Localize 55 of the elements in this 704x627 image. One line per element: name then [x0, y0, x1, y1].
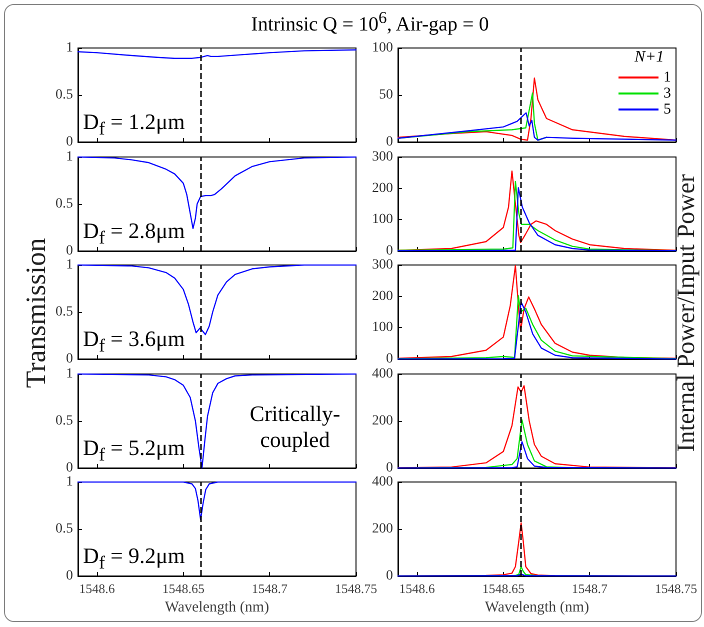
y-tick-label: 0.5 [56, 522, 73, 536]
y-tick-label: 200 [372, 522, 393, 536]
y-tick-label: 1 [66, 366, 73, 381]
y-tick-label: 300 [372, 258, 393, 272]
y-tick-label: 0 [66, 134, 73, 150]
x-axis-title: Wavelength (nm) [484, 600, 590, 616]
y-tick-label: 1 [66, 474, 73, 490]
chart-title: Intrinsic Q = 10$^{6}$, Air-gap = 0 [250, 8, 490, 37]
x-tick-label: 1548.6 [79, 581, 116, 596]
y-tick-label: 0.5 [56, 88, 73, 102]
annotation: D$_{f}$ = 1.2μm [83, 109, 185, 140]
y-tick-label: 0 [386, 460, 393, 475]
y-axis-title: Transmission [21, 238, 53, 388]
legend-title: N+1 [634, 48, 664, 66]
annotation: D$_{f}$ = 2.8μm [83, 218, 185, 248]
y-tick-label: 0.5 [56, 413, 73, 428]
annotation: D$_{f}$ = 9.2μm [83, 543, 185, 574]
y-tick-label: 0 [66, 568, 73, 584]
y-tick-label: 0 [386, 352, 393, 366]
x-tick-label: 1548.75 [334, 581, 378, 596]
legend-label: 1 [664, 70, 671, 86]
y-tick-label: 1 [66, 40, 73, 56]
legend-label: 5 [664, 102, 671, 118]
y-axis-title: Internal Power/Input Power [673, 174, 701, 452]
annotation: D$_{f}$ = 3.6μm [83, 326, 185, 356]
x-tick-label: 1548.65 [162, 581, 204, 596]
y-tick-label: 0 [386, 568, 393, 584]
y-tick-label: 200 [372, 288, 393, 304]
x-tick-label: 1548.75 [654, 581, 698, 596]
x-tick-label: 1548.6 [399, 581, 436, 596]
y-tick-label: 0 [66, 243, 73, 258]
y-tick-label: 300 [372, 149, 393, 164]
y-tick-label: 400 [372, 474, 393, 490]
x-axis-title: Wavelength (nm) [164, 600, 270, 616]
annotation: Critically-coupled [248, 400, 342, 452]
y-tick-label: 50 [379, 88, 393, 102]
y-tick-label: 0 [66, 460, 73, 475]
annotation: D$_{f}$ = 5.2μm [83, 434, 185, 465]
y-tick-label: 0 [386, 134, 393, 150]
legend-label: 3 [664, 86, 671, 102]
y-tick-label: 200 [372, 413, 393, 428]
x-tick-label: 1548.7 [572, 581, 608, 596]
y-tick-label: 400 [372, 366, 393, 381]
y-tick-label: 100 [372, 320, 393, 336]
y-tick-label: 100 [372, 212, 393, 227]
y-tick-label: 200 [372, 180, 393, 196]
y-tick-label: 100 [372, 40, 393, 56]
y-tick-label: 0 [386, 243, 393, 258]
x-tick-label: 1548.65 [482, 581, 524, 596]
y-tick-label: 1 [66, 258, 73, 272]
x-tick-label: 1548.7 [252, 581, 288, 596]
y-tick-label: 0.5 [56, 196, 73, 211]
y-tick-label: 1 [66, 149, 73, 164]
y-tick-label: 0 [66, 352, 73, 366]
y-tick-label: 0.5 [56, 304, 73, 320]
